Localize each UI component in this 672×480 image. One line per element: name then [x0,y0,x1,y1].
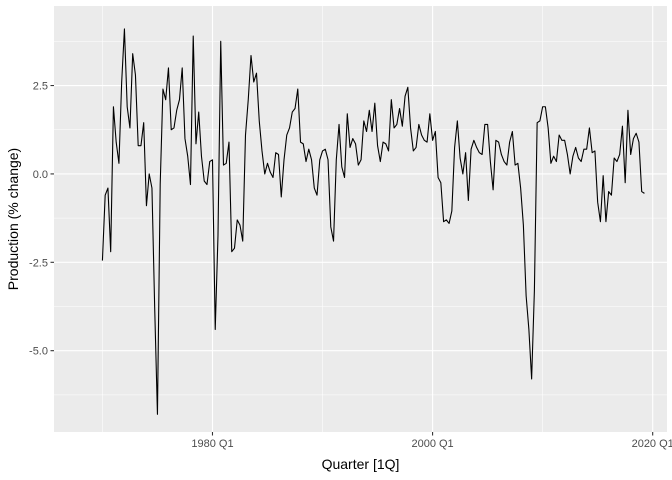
y-tick-labels: 2.5 0.0 -2.5 -5.0 [29,81,48,358]
x-axis-title: Quarter [1Q] [322,456,400,472]
x-tick-labels: 1980 Q1 2000 Q1 2020 Q1 [191,438,672,450]
minor-gridlines [54,6,667,432]
y-tick-label: 0.0 [33,169,48,181]
y-tick-label: -2.5 [29,257,48,269]
x-tick-label: 2000 Q1 [411,438,453,450]
series-layer [101,28,645,415]
y-tick-label: -5.0 [29,346,48,358]
x-tick-label: 1980 Q1 [191,438,233,450]
plot-panel [54,6,667,432]
y-axis-title: Production (% change) [5,148,21,290]
series-line [101,28,645,415]
major-gridlines [54,6,667,432]
x-tick-label: 2020 Q1 [632,438,672,450]
axis-ticks [50,84,654,436]
y-tick-label: 2.5 [33,81,48,93]
